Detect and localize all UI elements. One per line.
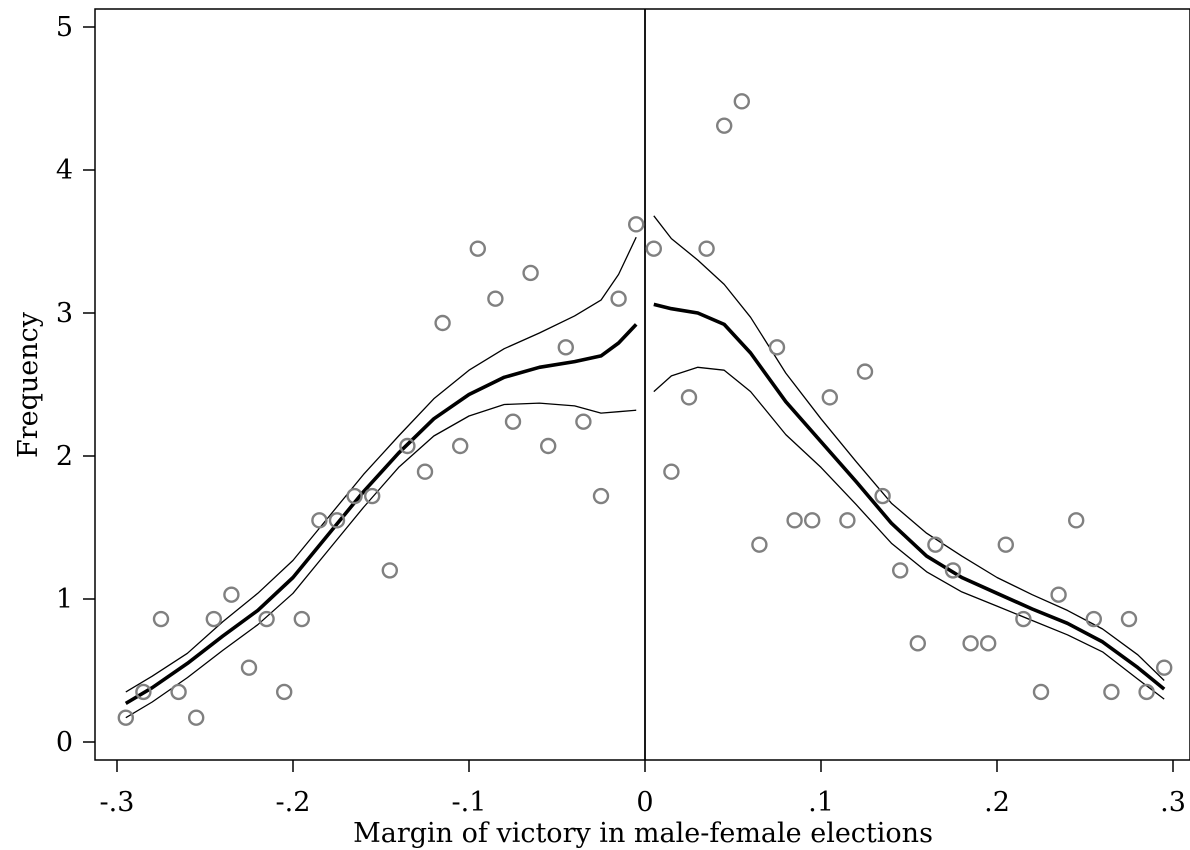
- data-point: [645, 240, 662, 257]
- data-point: [628, 216, 645, 233]
- data-point: [187, 709, 205, 726]
- data-point: [751, 536, 768, 553]
- data-point: [962, 635, 979, 652]
- data-point: [557, 339, 574, 356]
- x-tick-label: .3: [1160, 787, 1186, 818]
- data-point: [1103, 683, 1120, 701]
- data-point: [786, 512, 803, 529]
- data-point: [1085, 610, 1103, 628]
- data-point: [733, 93, 750, 110]
- data-point: [768, 339, 786, 356]
- data-point: [892, 562, 909, 579]
- data-point: [223, 586, 240, 603]
- y-tick-label: 5: [56, 12, 73, 43]
- data-point: [997, 536, 1014, 553]
- data-point: [804, 512, 821, 529]
- x-tick-label: -.1: [452, 787, 487, 818]
- data-point: [575, 413, 592, 430]
- data-point: [610, 290, 627, 307]
- x-axis-title: Margin of victory in male-female electio…: [353, 818, 933, 849]
- y-tick-label: 1: [56, 584, 73, 615]
- data-point: [821, 389, 838, 406]
- data-point: [276, 683, 293, 701]
- confidence-band-line-3: [653, 366, 1165, 700]
- data-point: [927, 536, 944, 553]
- data-point: [680, 389, 698, 406]
- data-point: [399, 437, 416, 455]
- data-point: [874, 487, 891, 505]
- data-point: [1015, 610, 1032, 628]
- data-point: [1138, 683, 1155, 701]
- confidence-band-line-2: [653, 215, 1165, 681]
- x-tick-label: -.2: [276, 787, 311, 818]
- data-point: [346, 487, 363, 505]
- data-point: [944, 562, 962, 579]
- data-point: [1050, 586, 1067, 603]
- y-tick-label: 2: [56, 441, 73, 472]
- x-tick-label: -.3: [100, 787, 135, 818]
- data-point: [293, 610, 310, 628]
- data-point: [663, 463, 680, 480]
- data-point: [452, 437, 469, 455]
- data-point: [856, 363, 874, 380]
- data-point: [469, 240, 486, 257]
- data-point: [1120, 610, 1138, 628]
- data-point: [1067, 512, 1085, 529]
- y-tick-label: 4: [56, 155, 73, 186]
- data-point: [1155, 659, 1173, 676]
- y-tick-label: 0: [56, 727, 73, 758]
- data-point: [170, 683, 187, 701]
- data-point: [240, 659, 258, 676]
- data-point: [152, 610, 170, 628]
- data-point: [504, 413, 522, 430]
- data-point: [540, 437, 557, 455]
- data-point: [592, 487, 610, 505]
- data-point: [205, 610, 223, 628]
- data-point: [135, 683, 152, 701]
- confidence-band-line-0: [125, 236, 637, 693]
- data-point: [980, 635, 997, 652]
- plot-frame: [94, 8, 1190, 761]
- data-point: [487, 290, 504, 307]
- data-point: [258, 610, 275, 628]
- data-point: [117, 709, 135, 726]
- y-tick-label: 3: [56, 298, 73, 329]
- data-point: [522, 264, 539, 282]
- data-point: [364, 487, 381, 505]
- data-point: [839, 512, 856, 529]
- fitted-line-0: [124, 323, 638, 705]
- data-point: [1032, 683, 1050, 701]
- data-point: [909, 635, 926, 652]
- x-tick-label: .1: [808, 787, 834, 818]
- x-tick-label: 0: [636, 787, 653, 818]
- x-tick-label: .2: [984, 787, 1010, 818]
- data-point: [381, 562, 398, 579]
- confidence-band-line-1: [125, 402, 637, 719]
- data-point: [311, 512, 328, 529]
- y-axis-title: Frequency: [13, 311, 44, 458]
- data-point: [328, 512, 346, 529]
- data-point: [416, 463, 434, 480]
- fitted-line-1: [653, 302, 1166, 691]
- data-point: [434, 314, 451, 332]
- data-point: [716, 117, 733, 134]
- data-point: [698, 240, 715, 257]
